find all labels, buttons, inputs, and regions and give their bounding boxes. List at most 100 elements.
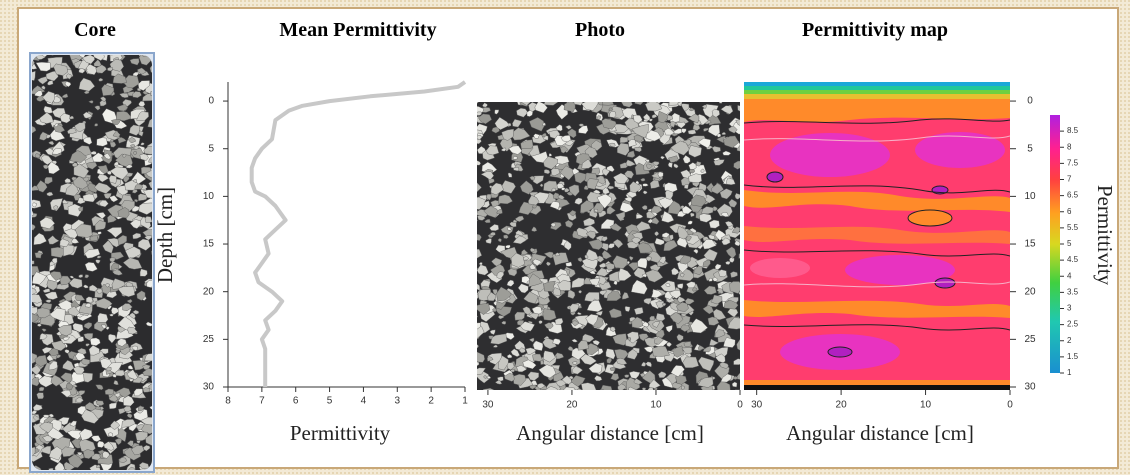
pebble (619, 136, 629, 144)
pebble (580, 200, 595, 214)
pebble (531, 306, 543, 315)
pebble (532, 340, 544, 351)
x-tick-label: 30 (482, 400, 494, 411)
pebble (733, 376, 739, 380)
pebble (609, 110, 617, 118)
pebble (641, 387, 647, 390)
pebble (32, 202, 37, 208)
pebble (64, 177, 72, 184)
pebble (652, 345, 670, 357)
pebble (43, 414, 50, 419)
pebble (595, 267, 610, 277)
pebble (681, 205, 693, 215)
pebble (132, 71, 139, 77)
section-photo (477, 102, 740, 390)
pebble (684, 297, 695, 305)
pebble (654, 336, 664, 345)
colorbar-tick-label: 8 (1067, 142, 1072, 151)
pebble (661, 210, 675, 223)
pebble (720, 105, 734, 115)
pebble (67, 453, 84, 468)
pebble (681, 128, 687, 134)
colorbar-tick-label: 6 (1067, 207, 1072, 216)
pebble (675, 301, 689, 312)
pebble (559, 165, 575, 181)
pebble (702, 304, 714, 315)
pebble (669, 311, 684, 325)
x-tick-label: 4 (361, 396, 367, 407)
permittivity-map (744, 82, 1010, 390)
pebble (68, 277, 83, 289)
pebble (97, 440, 106, 448)
pebble (719, 188, 733, 200)
pebble (32, 352, 38, 365)
pebble (564, 125, 572, 130)
pebble (714, 263, 722, 270)
pebble (660, 155, 666, 160)
pebble (110, 420, 121, 430)
pebble (646, 163, 653, 169)
pebble (593, 208, 599, 213)
pebble (640, 177, 646, 182)
pebble (477, 351, 485, 363)
pebble (528, 273, 543, 288)
pebble (569, 303, 579, 313)
pebble (635, 221, 651, 232)
pebble (48, 360, 58, 371)
pebble (650, 205, 663, 214)
pebble (702, 238, 717, 250)
y-tick-label: 15 (203, 239, 215, 250)
pebble (99, 358, 112, 370)
pebble (127, 364, 134, 370)
pebble (41, 328, 47, 332)
colorbar-tick-label: 5.5 (1067, 223, 1079, 232)
pebble (66, 382, 74, 391)
pebble (507, 227, 512, 231)
colorbar-tick-label: 8.5 (1067, 126, 1079, 135)
pebble (690, 318, 708, 334)
x-tick-label: 8 (225, 396, 231, 407)
pebble (526, 110, 534, 117)
pebble (63, 244, 75, 257)
pebble (96, 137, 108, 147)
pebble (727, 225, 734, 230)
pebble (702, 260, 711, 268)
x-tick-label: 10 (650, 400, 662, 411)
pebble (47, 161, 60, 175)
pebble (110, 251, 125, 260)
pebble (716, 380, 731, 390)
colorbar-tick-label: 7 (1067, 175, 1072, 184)
pebble (42, 435, 53, 442)
pebble (722, 150, 732, 156)
panel-title: Permittivity map (802, 19, 948, 41)
pebble (555, 252, 561, 257)
pebble (98, 77, 104, 82)
pebble (510, 369, 515, 373)
y-tick-label: 20 (203, 286, 215, 297)
pebble (492, 289, 498, 296)
pebble (89, 235, 98, 242)
pebble (512, 118, 522, 128)
pebble (649, 179, 660, 189)
pebble (577, 257, 583, 263)
pebble (46, 191, 54, 197)
pebble (708, 277, 713, 282)
pebble (95, 384, 104, 391)
pebble (50, 374, 64, 387)
pebble (529, 247, 536, 253)
pebble (629, 181, 642, 194)
pebble (670, 140, 690, 156)
pebble (586, 191, 602, 204)
pebble (710, 294, 723, 305)
pebble (36, 392, 44, 399)
pebble (599, 290, 607, 296)
pebble (122, 303, 133, 312)
pebble (725, 246, 737, 259)
pebble (550, 222, 557, 228)
pebble (477, 367, 486, 375)
pebble (534, 102, 548, 114)
pebble (738, 253, 740, 259)
pebble (50, 55, 55, 56)
pebble (677, 225, 690, 240)
pebble (88, 345, 100, 356)
